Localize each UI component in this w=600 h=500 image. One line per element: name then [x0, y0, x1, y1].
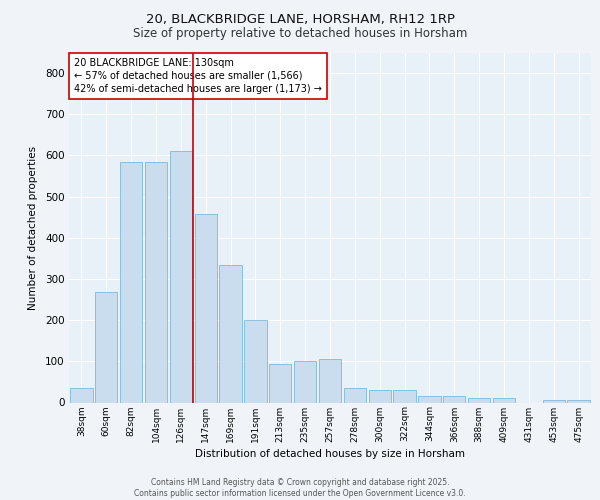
Bar — [493, 398, 515, 402]
Y-axis label: Number of detached properties: Number of detached properties — [28, 146, 38, 310]
Bar — [244, 320, 266, 402]
Bar — [344, 388, 366, 402]
Bar — [394, 390, 416, 402]
Bar — [70, 388, 92, 402]
Text: 20, BLACKBRIDGE LANE, HORSHAM, RH12 1RP: 20, BLACKBRIDGE LANE, HORSHAM, RH12 1RP — [146, 12, 455, 26]
Bar — [368, 390, 391, 402]
Bar — [145, 162, 167, 402]
Bar — [269, 364, 292, 403]
X-axis label: Distribution of detached houses by size in Horsham: Distribution of detached houses by size … — [195, 448, 465, 458]
Bar — [468, 398, 490, 402]
Text: Contains HM Land Registry data © Crown copyright and database right 2025.
Contai: Contains HM Land Registry data © Crown c… — [134, 478, 466, 498]
Text: Size of property relative to detached houses in Horsham: Size of property relative to detached ho… — [133, 28, 467, 40]
Bar — [194, 214, 217, 402]
Bar — [120, 162, 142, 402]
Text: 20 BLACKBRIDGE LANE: 130sqm
← 57% of detached houses are smaller (1,566)
42% of : 20 BLACKBRIDGE LANE: 130sqm ← 57% of det… — [74, 58, 322, 94]
Bar — [542, 400, 565, 402]
Bar — [418, 396, 440, 402]
Bar — [294, 361, 316, 403]
Bar — [568, 400, 590, 402]
Bar — [170, 152, 192, 402]
Bar — [220, 264, 242, 402]
Bar — [95, 292, 118, 403]
Bar — [443, 396, 466, 402]
Bar — [319, 360, 341, 403]
